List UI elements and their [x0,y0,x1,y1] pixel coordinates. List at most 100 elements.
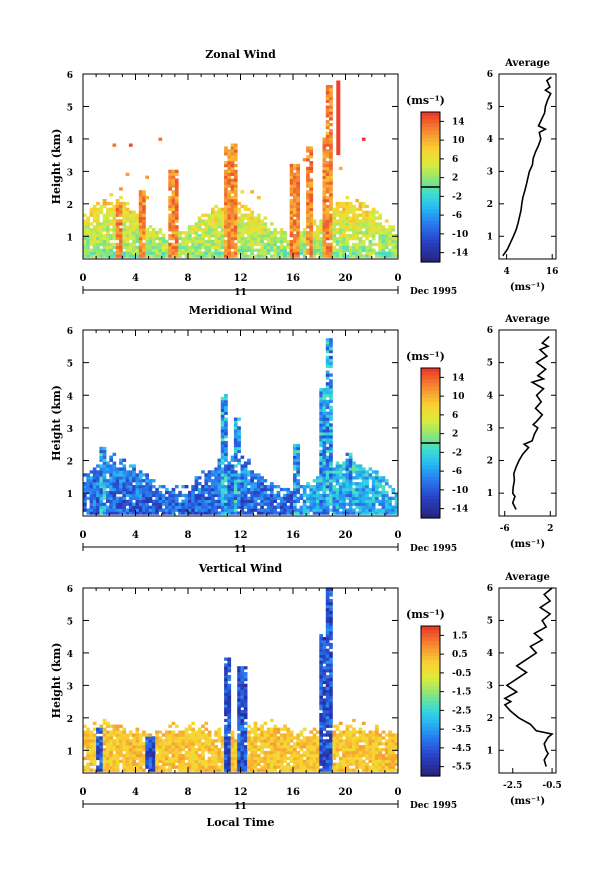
heatmap-cell [145,499,149,503]
heatmap-cell [204,485,209,489]
heatmap-cell [352,762,356,766]
heatmap-cell [125,473,130,477]
heatmap-cell [332,485,337,489]
heatmap-cell [99,748,104,752]
heatmap-cell [181,502,186,506]
heatmap-cell [96,464,100,468]
heatmap-cell [155,496,159,500]
heatmap-cell [138,750,143,755]
heatmap-cell [270,487,274,492]
heatmap-cell [388,765,392,769]
heatmap-cell [293,239,297,244]
heatmap-cell [338,759,343,763]
heatmap-cell [89,470,94,474]
heatmap-cell [247,234,251,238]
heatmap-cell [207,234,212,238]
heatmap-cell [165,756,169,761]
heatmap-cell [371,736,376,740]
heatmap-cell [217,736,222,740]
heatmap-cell [237,745,241,749]
heatmap-cell [365,733,369,737]
heatmap-cell [391,225,396,229]
heatmap-cell [155,234,159,238]
heatmap-cell [375,228,379,232]
heatmap-cell [89,502,94,506]
x-tick-label: 8 [185,530,192,541]
heatmap-cell [204,736,209,740]
heatmap-cell [204,762,209,766]
heatmap-cell [352,756,356,761]
heatmap-cell [345,219,350,223]
heatmap-cell [306,739,310,743]
heatmap-cell [243,707,248,711]
heatmap-cell [348,251,353,255]
heatmap-cell [227,245,232,249]
heatmap-cell [260,222,264,226]
heatmap-cell [233,485,238,489]
heatmap-cell [92,750,97,755]
heatmap-cell [388,248,392,252]
heatmap-cell [329,604,333,609]
heatmap-cell [201,736,205,740]
heatmap-cell [250,768,254,772]
heatmap-cell [325,482,330,486]
heatmap-cell [135,496,140,500]
heatmap-cell [83,496,87,500]
heatmap-cell [283,745,287,749]
heatmap-cell [279,231,284,235]
heatmap-cell [158,254,163,258]
heatmap-cell [138,490,143,495]
heatmap-cell [214,236,218,241]
heatmap-cell [322,511,327,515]
heatmap-cell [109,473,113,477]
heatmap-cell [132,496,136,500]
heatmap-cell [106,768,110,772]
heatmap-cell [260,759,264,763]
heatmap-cell [266,236,271,241]
heatmap-cell [312,242,317,247]
heatmap-cell [168,234,172,238]
heatmap-cell [319,476,323,480]
heatmap-cell [125,231,130,235]
heatmap-cell [102,225,107,229]
heatmap-cell [338,216,343,220]
heatmap-cell [151,505,156,509]
heatmap-cell [243,736,248,740]
heatmap-cell [342,748,346,752]
heatmap-cell [106,216,110,220]
heatmap-cell [325,245,330,249]
heatmap-cell [171,745,176,749]
heatmap-cell [375,748,379,752]
heatmap-cell [148,231,153,235]
heatmap-cell [322,184,327,188]
heatmap-cell [306,762,310,766]
heatmap-cell [161,493,166,498]
heatmap-cell [171,762,176,766]
heatmap-cell [106,496,110,500]
heatmap-cell [168,765,172,769]
heatmap-cell [306,239,310,244]
heatmap-cell [171,748,176,752]
heatmap-cell [322,645,327,650]
heatmap-cell [188,762,192,766]
heatmap-cell [253,490,258,495]
heatmap-cell [240,204,245,209]
heatmap-cell [217,219,222,223]
heatmap-cell [273,254,277,258]
heatmap-cell [237,727,241,731]
heatmap-cell [165,490,169,495]
heatmap-cell [220,438,225,442]
heatmap-cell [191,231,195,235]
heatmap-cell [217,511,222,515]
heatmap-cell [211,222,215,226]
heatmap-cell [260,745,264,749]
heatmap-cell [289,254,294,258]
heatmap-cell [158,748,163,752]
heatmap-cell [273,739,277,743]
heatmap-cell [102,505,107,509]
colorbar-tick-label: 6 [452,155,458,165]
heatmap-cell [227,228,232,232]
heatmap-cell [115,768,120,772]
heatmap-cell [243,496,248,500]
heatmap-cell [302,487,307,492]
